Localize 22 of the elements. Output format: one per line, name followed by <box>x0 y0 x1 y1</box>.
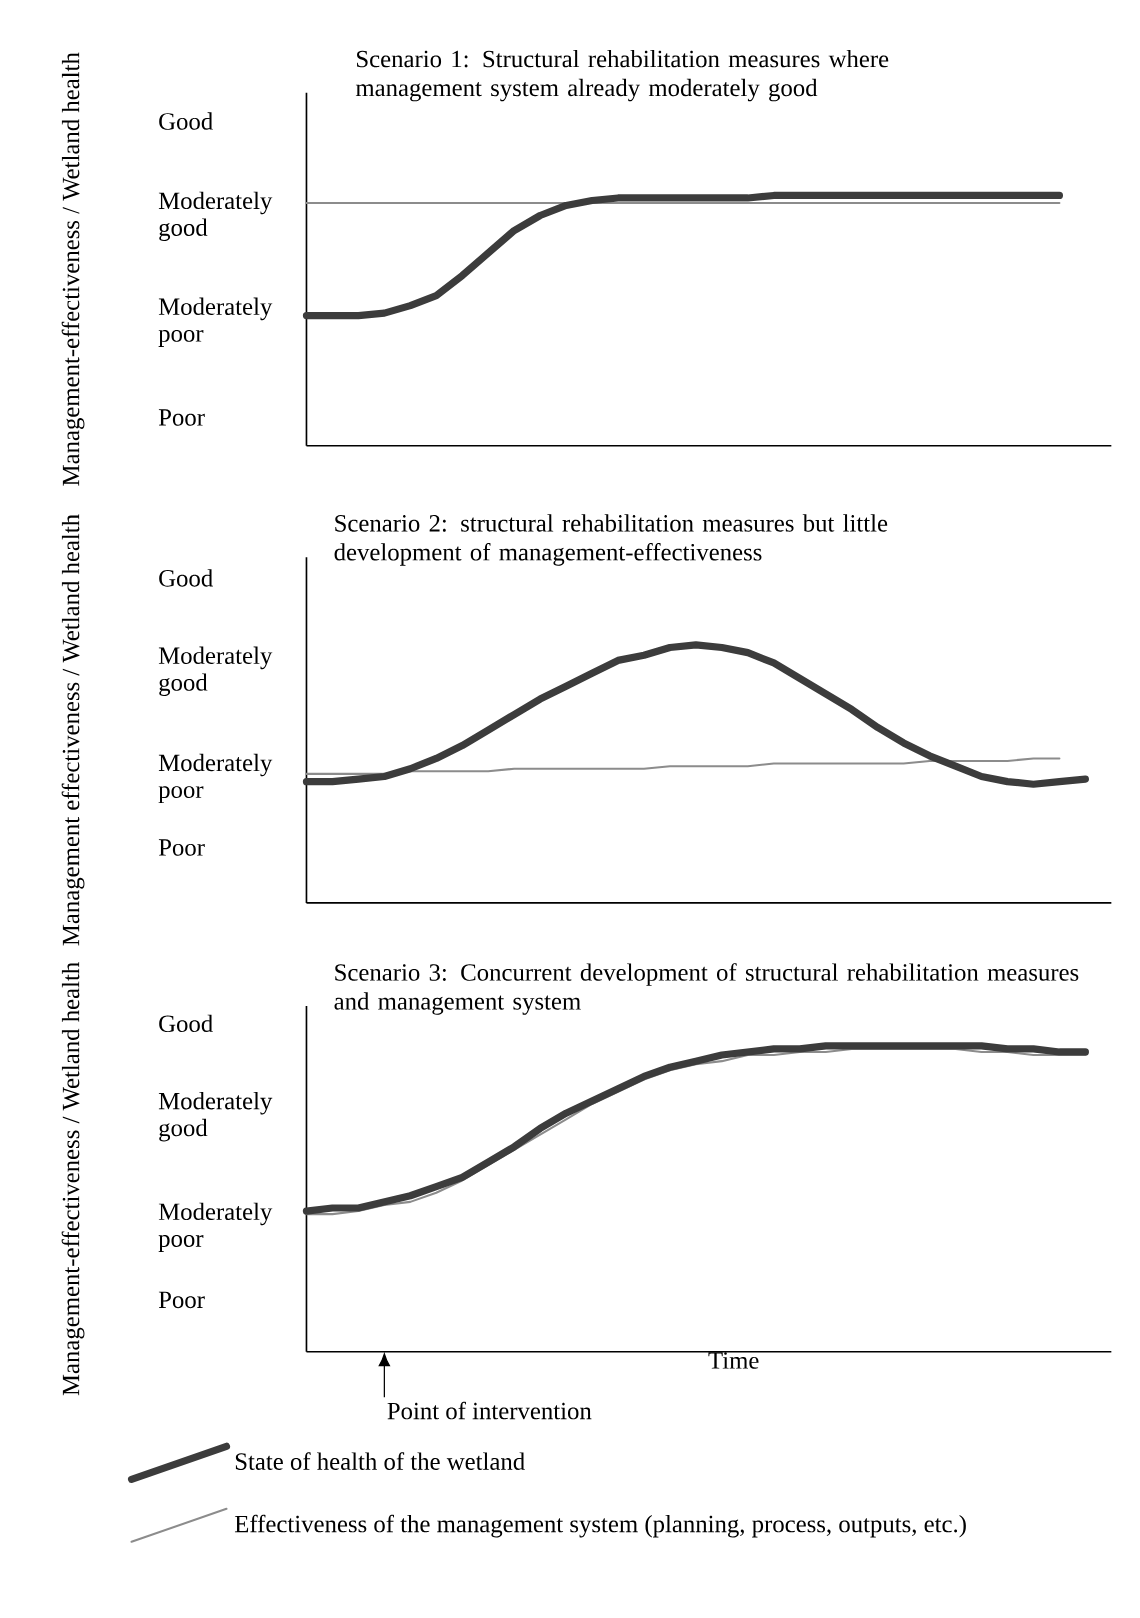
text: Good <box>159 569 213 587</box>
y-axis-title: Management-effectiveness / Wetland health <box>61 52 85 486</box>
chart-title: Scenario 3: Concurrent development of structural rehabilitation measures and management system <box>334 963 1079 1015</box>
text: Moderately good <box>158 1092 273 1142</box>
text: Moderately good <box>158 646 273 696</box>
x-axis-title: Time <box>708 1352 759 1369</box>
legend-label: Effectiveness of the management system (planning, process, outputs, etc.) <box>234 1514 966 1538</box>
text: Poor <box>158 839 205 856</box>
text: Good <box>159 1014 213 1033</box>
chart-title: Scenario 2: structural rehabilitation measures but little development of management-effectiveness <box>334 514 888 566</box>
y-axis-title: Management effectiveness / Wetland health <box>61 514 85 946</box>
text: Poor <box>158 409 205 426</box>
text: Point of intervention <box>387 1401 592 1420</box>
text: Moderately poor <box>158 297 273 347</box>
y-axis-title: Management-effectiveness / Wetland health <box>61 962 85 1396</box>
text: Poor <box>158 1291 205 1309</box>
text: Moderately poor <box>158 1202 273 1252</box>
text: Good <box>159 112 213 130</box>
chart-title: Scenario 1: Structural rehabilitation measures where management system already moderately good <box>355 49 889 102</box>
legend-label: State of health of the wetland <box>235 1452 525 1470</box>
text: Moderately good <box>158 191 273 242</box>
text: Moderately poor <box>158 753 273 804</box>
